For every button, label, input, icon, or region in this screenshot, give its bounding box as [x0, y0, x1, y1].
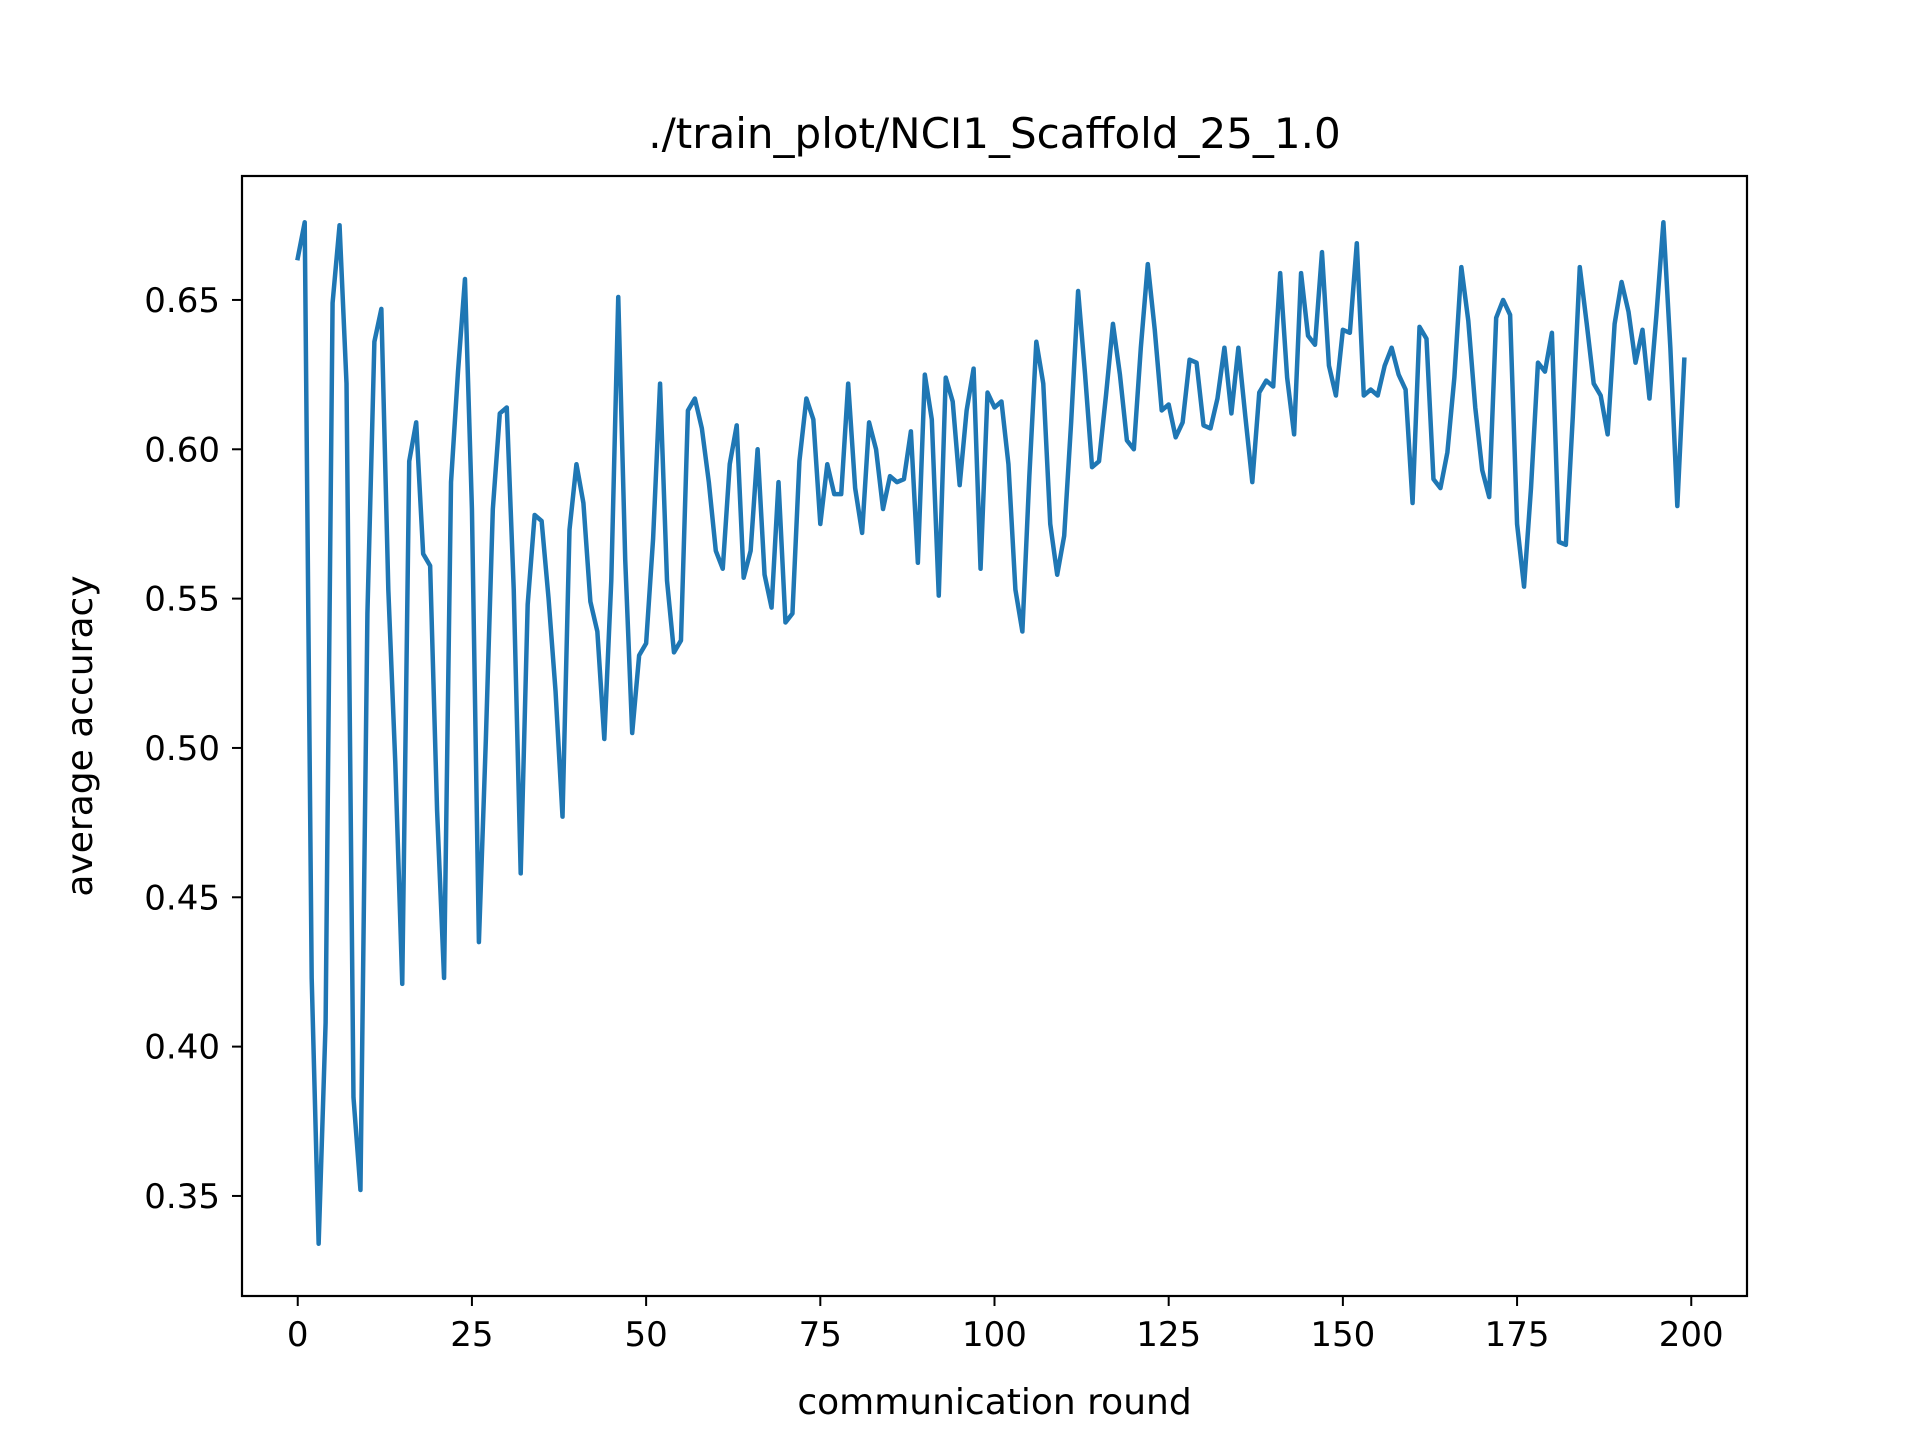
x-tick-label: 0 — [287, 1315, 309, 1355]
x-tick-label: 25 — [450, 1315, 493, 1355]
x-tick-label: 75 — [799, 1315, 842, 1355]
y-tick-label: 0.40 — [144, 1028, 220, 1068]
y-axis: 0.35 0.40 0.45 0.50 0.55 0.60 0.65 — [144, 281, 242, 1217]
chart-title: ./train_plot/NCI1_Scaffold_25_1.0 — [648, 109, 1340, 158]
series-line-0 — [295, 220, 1687, 1246]
x-tick-label: 200 — [1659, 1315, 1724, 1355]
x-axis: 0 25 50 75 100 125 150 175 200 — [287, 1296, 1724, 1355]
y-tick-label: 0.65 — [144, 281, 220, 321]
x-tick-label: 50 — [624, 1315, 667, 1355]
x-axis-title: communication round — [797, 1382, 1191, 1423]
y-tick-label: 0.60 — [144, 430, 220, 470]
x-tick-label: 150 — [1310, 1315, 1375, 1355]
plot-area — [295, 220, 1687, 1246]
y-tick-label: 0.35 — [144, 1177, 220, 1217]
y-tick-label: 0.50 — [144, 729, 220, 769]
x-tick-label: 100 — [962, 1315, 1027, 1355]
y-axis-title: average accuracy — [60, 575, 101, 896]
y-tick-label: 0.45 — [144, 878, 220, 918]
y-tick-label: 0.55 — [144, 580, 220, 620]
x-tick-label: 175 — [1485, 1315, 1550, 1355]
x-tick-label: 125 — [1136, 1315, 1201, 1355]
